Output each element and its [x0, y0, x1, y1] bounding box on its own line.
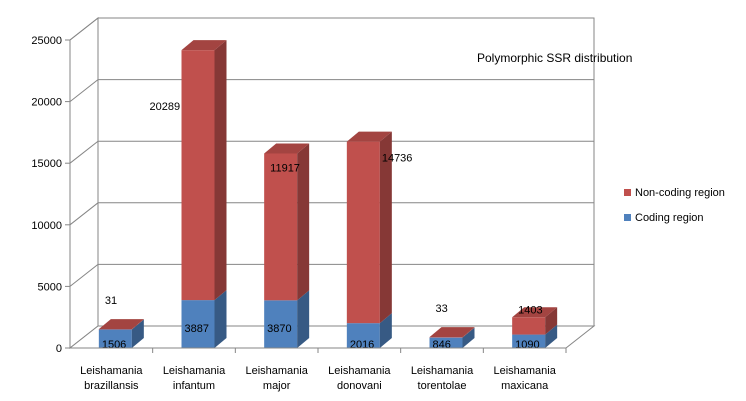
- bar-stack: 3887 20289: [150, 40, 227, 348]
- bar-segment-noncoding: [264, 153, 298, 301]
- data-label: 20289: [150, 101, 181, 113]
- bar-segment-coding-side: [131, 319, 144, 348]
- y-tick-label: 5000: [38, 281, 62, 293]
- x-tick-label: torentolae: [418, 380, 467, 392]
- x-tick-label: brazillansis: [84, 380, 139, 392]
- y-tick-label: 0: [56, 343, 62, 355]
- gridline: [69, 202, 594, 226]
- bar-stack: 3870 11917: [264, 143, 310, 348]
- bar-segment-noncoding: [346, 141, 380, 324]
- x-tick-label: infantum: [173, 380, 215, 392]
- y-tick-label: 15000: [31, 158, 62, 170]
- x-tick-label: Leishamania: [411, 365, 474, 377]
- bar-segment-noncoding-top: [264, 143, 310, 154]
- bar-segment-noncoding-side: [545, 307, 558, 335]
- x-tick-label: major: [263, 380, 291, 392]
- y-tick-label: 10000: [31, 220, 62, 232]
- data-label: 1403: [518, 304, 542, 316]
- bar-segment-coding: [512, 334, 546, 348]
- x-tick-label: maxicana: [501, 380, 549, 392]
- data-label: 3887: [185, 323, 209, 335]
- bar-segment-noncoding-top: [346, 131, 392, 142]
- bar-stack: 1090 1403: [512, 304, 558, 351]
- bar-segment-noncoding-side: [297, 143, 310, 301]
- bar-segment-noncoding-side: [131, 319, 144, 330]
- bar-stack: 846 33: [429, 303, 475, 351]
- x-tick-label: Leishamania: [493, 365, 556, 377]
- bar-stack: 2016 14736: [346, 131, 413, 351]
- data-label: 31: [105, 295, 117, 307]
- side-wall: [69, 16, 99, 350]
- bar-segment-coding-side: [379, 313, 392, 348]
- gridlines: [69, 17, 594, 287]
- bar-segment-noncoding-top: [98, 319, 144, 330]
- y-tick-label: 25000: [31, 35, 62, 47]
- bar-segment-coding-side: [545, 324, 558, 348]
- x-axis: Leishamania brazillansis Leishamania infant…: [70, 347, 567, 392]
- legend-swatch: [624, 214, 631, 221]
- gridline: [69, 263, 594, 287]
- gridline: [69, 17, 594, 41]
- x-tick-label: Leishamania: [163, 365, 226, 377]
- bar-segment-noncoding-side: [379, 131, 392, 324]
- bar-segment-noncoding: [181, 50, 215, 301]
- x-tick-label: Leishamania: [80, 365, 143, 377]
- data-label: 1506: [102, 339, 126, 351]
- chart-title: Polymorphic SSR distribution: [477, 51, 632, 65]
- gridline: [69, 140, 594, 164]
- data-label: 2016: [350, 339, 374, 351]
- bar-segment-noncoding: [512, 317, 546, 335]
- x-tick-label: Leishamania: [245, 365, 308, 377]
- bar-segment-coding: [98, 329, 132, 348]
- bar-segment-noncoding-top: [429, 327, 475, 338]
- legend-swatch: [624, 189, 631, 196]
- x-tick-label: Leishamania: [328, 365, 391, 377]
- bar-segment-coding: [181, 300, 215, 348]
- bar-segment-coding: [429, 337, 463, 348]
- data-label: 14736: [382, 153, 413, 165]
- chart-walls: [68, 16, 596, 350]
- data-label: 33: [436, 303, 448, 315]
- legend: Non-coding region Coding region: [624, 187, 725, 224]
- bar-segment-coding: [264, 300, 298, 348]
- bar-segment-noncoding-top: [181, 40, 227, 51]
- bar-segment-coding-side: [214, 290, 227, 348]
- bars: 1506 31 3887 20289 3870 11917 2016 14736 846 33 10…: [98, 40, 558, 351]
- legend-label: Non-coding region: [635, 187, 725, 199]
- bar-segment-coding-side: [297, 290, 310, 348]
- data-label: 11917: [270, 163, 300, 175]
- legend-label: Coding region: [635, 212, 704, 224]
- data-label: 3870: [267, 323, 291, 335]
- bar-segment-noncoding-side: [214, 40, 227, 301]
- y-axis: 0 5000 10000 15000 20000 25000: [31, 35, 71, 355]
- data-label: 1090: [515, 339, 539, 351]
- gridline: [69, 79, 594, 102]
- bar-segment-coding: [346, 323, 380, 348]
- data-label: 846: [433, 339, 451, 351]
- bar-segment-noncoding-top: [512, 307, 558, 318]
- bar-segment-coding-side: [462, 327, 475, 348]
- x-tick-label: donovani: [337, 380, 382, 392]
- bar-segment-noncoding-side: [462, 327, 475, 338]
- y-tick-label: 20000: [31, 97, 62, 109]
